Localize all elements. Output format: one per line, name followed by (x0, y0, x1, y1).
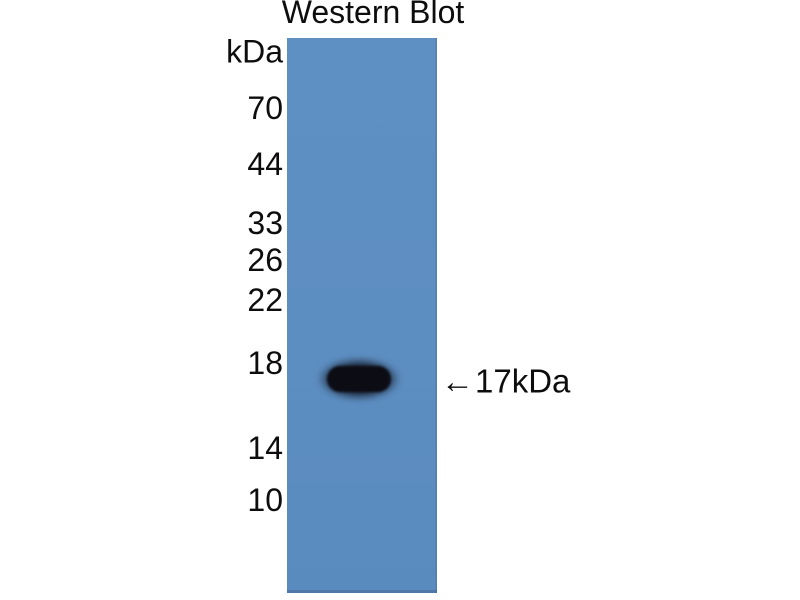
band-annotation-label: 17kDa (475, 362, 571, 400)
ladder-marker-44: 44 (247, 146, 283, 182)
left-arrow-icon: ← (441, 362, 475, 400)
ladder-marker-70: 70 (247, 90, 283, 126)
protein-band (327, 366, 391, 392)
ladder-marker-26: 26 (247, 242, 283, 278)
unit-label-kda: kDa (226, 33, 283, 70)
ladder-marker-18: 18 (247, 345, 283, 381)
blot-lane (287, 38, 437, 593)
band-annotation: ←17kDa (441, 365, 570, 398)
ladder-marker-10: 10 (247, 482, 283, 518)
ladder-marker-14: 14 (247, 430, 283, 466)
ladder-marker-33: 33 (247, 205, 283, 241)
ladder-marker-22: 22 (247, 282, 283, 318)
figure-title: Western Blot (281, 0, 465, 30)
